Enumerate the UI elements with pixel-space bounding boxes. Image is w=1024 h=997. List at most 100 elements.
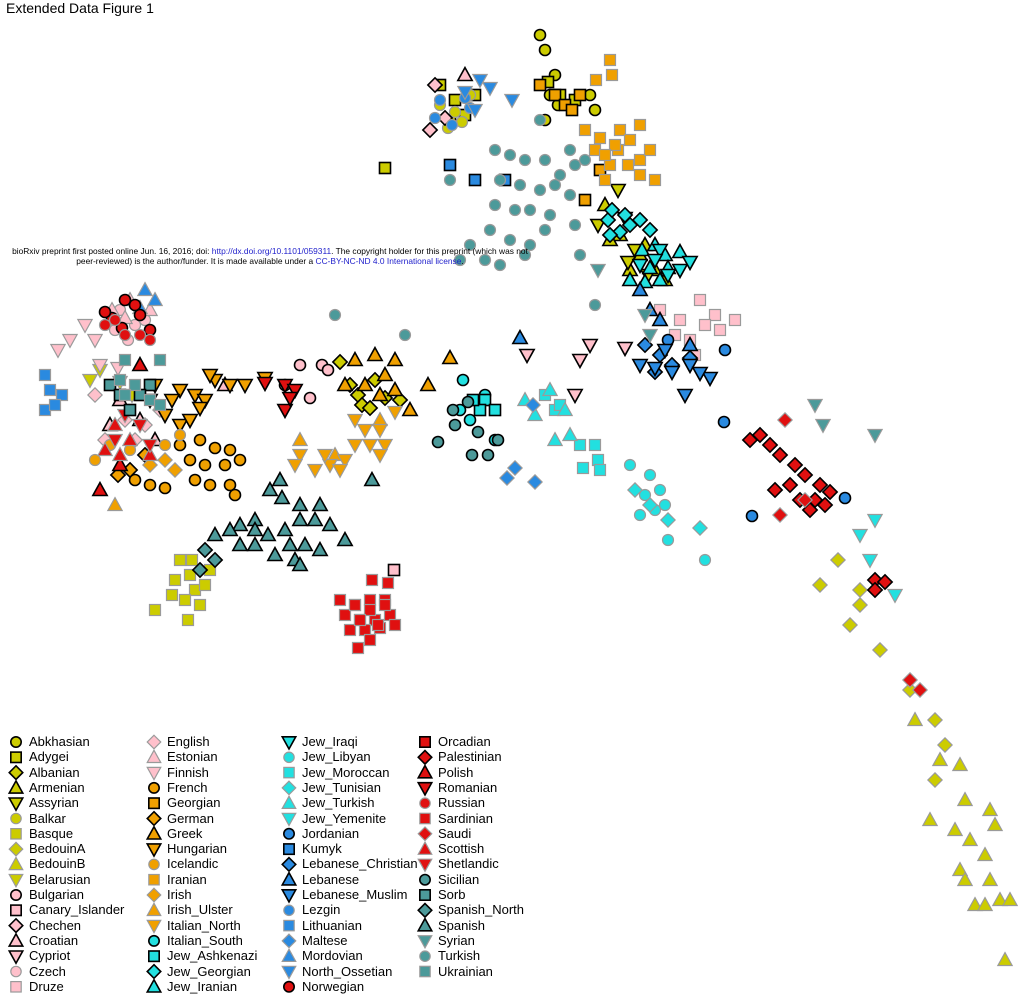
data-point <box>796 466 814 484</box>
doi-link[interactable]: http://dx.doi.org/10.1101/059311 <box>211 246 332 256</box>
legend-label: Lebanese_Muslim <box>302 887 408 902</box>
data-point <box>533 78 547 92</box>
data-point <box>691 366 709 383</box>
data-point <box>538 153 552 167</box>
data-point <box>183 453 197 467</box>
legend-label: Canary_Islander <box>29 902 125 918</box>
series-lithuanian <box>38 368 69 417</box>
legend-label: Italian_North <box>167 917 241 933</box>
data-point <box>336 375 354 392</box>
data-point <box>181 413 199 430</box>
data-point <box>956 871 974 887</box>
data-point <box>866 513 884 529</box>
data-point <box>231 535 249 552</box>
legend-label: Abkhasian <box>29 734 90 749</box>
data-point <box>91 358 109 374</box>
series-palestinian <box>741 426 894 599</box>
preprint-notice: bioRxiv preprint first posted online Jun… <box>0 246 540 266</box>
data-point <box>608 138 622 152</box>
data-point <box>128 473 142 487</box>
data-point <box>961 831 979 847</box>
series-jew-yemenite <box>851 513 904 604</box>
legend-label: Maltese <box>302 932 348 948</box>
legend-symbol <box>418 873 431 886</box>
data-point <box>471 425 485 439</box>
data-point <box>713 323 727 337</box>
legend-label: Assyrian <box>29 795 79 811</box>
legend-symbol <box>148 858 160 871</box>
data-point <box>106 433 124 449</box>
data-point <box>378 161 392 175</box>
data-point <box>381 576 395 590</box>
data-point <box>598 173 612 187</box>
legend-symbol <box>10 735 22 748</box>
data-point <box>676 388 694 405</box>
legend-symbol <box>10 888 22 901</box>
legend-label: Jew_Georgian <box>167 963 251 979</box>
data-point <box>465 448 479 462</box>
legend-symbol <box>280 888 298 904</box>
legend-label: Georgian <box>167 795 221 811</box>
data-point <box>141 438 159 454</box>
data-point <box>353 396 371 414</box>
data-point <box>443 158 457 172</box>
legend-symbol <box>146 902 162 917</box>
data-point <box>81 373 99 389</box>
data-point <box>588 438 602 452</box>
data-point <box>648 173 662 187</box>
series-spanish-north <box>191 541 224 579</box>
legend-label: Spanish_North <box>438 902 524 918</box>
data-point <box>198 458 212 472</box>
legend-symbol <box>148 797 161 810</box>
legend-symbol <box>10 904 22 917</box>
data-point <box>513 178 527 192</box>
legend-symbol <box>416 781 434 797</box>
data-point <box>508 203 522 217</box>
legend-label: Shetlandic <box>438 856 499 872</box>
data-point <box>503 233 517 247</box>
legend-label: Turkish <box>438 948 481 964</box>
data-point <box>346 350 364 367</box>
data-point <box>565 103 579 117</box>
data-point <box>321 515 339 532</box>
data-point <box>291 448 309 464</box>
data-point <box>113 373 127 387</box>
data-point <box>589 218 607 235</box>
data-point <box>456 65 474 82</box>
legend-symbol <box>416 916 434 932</box>
data-point <box>786 456 804 474</box>
data-point <box>231 515 249 532</box>
data-point <box>556 401 574 417</box>
data-point <box>906 711 924 727</box>
legend-symbol <box>282 980 295 993</box>
data-point <box>523 238 537 252</box>
preprint-notice-line-1: bioRxiv preprint first posted online Jun… <box>0 246 540 256</box>
legend-symbol <box>281 794 297 810</box>
data-point <box>178 593 192 607</box>
data-point <box>956 791 974 807</box>
data-point <box>573 438 587 452</box>
data-point <box>398 328 412 342</box>
legend-symbol <box>145 825 163 840</box>
series-sicilian <box>431 395 505 462</box>
data-point <box>201 368 219 385</box>
data-point <box>681 335 699 352</box>
data-point <box>43 383 57 397</box>
series-romanian <box>256 376 304 420</box>
license-link[interactable]: CC-BY-NC-ND 4.0 International license <box>315 256 462 266</box>
legend-symbol <box>419 950 431 962</box>
legend-label: German <box>167 810 214 826</box>
data-point <box>588 298 602 312</box>
data-point <box>751 426 769 444</box>
data-point <box>118 388 132 402</box>
data-point <box>386 405 404 421</box>
data-point <box>256 376 274 393</box>
data-point <box>276 520 294 537</box>
data-point <box>481 81 499 97</box>
series-maltese <box>499 397 543 490</box>
data-point <box>603 53 617 67</box>
data-point <box>38 368 52 382</box>
data-point <box>363 603 377 617</box>
data-point <box>546 431 564 447</box>
series-lebanese <box>511 280 699 352</box>
